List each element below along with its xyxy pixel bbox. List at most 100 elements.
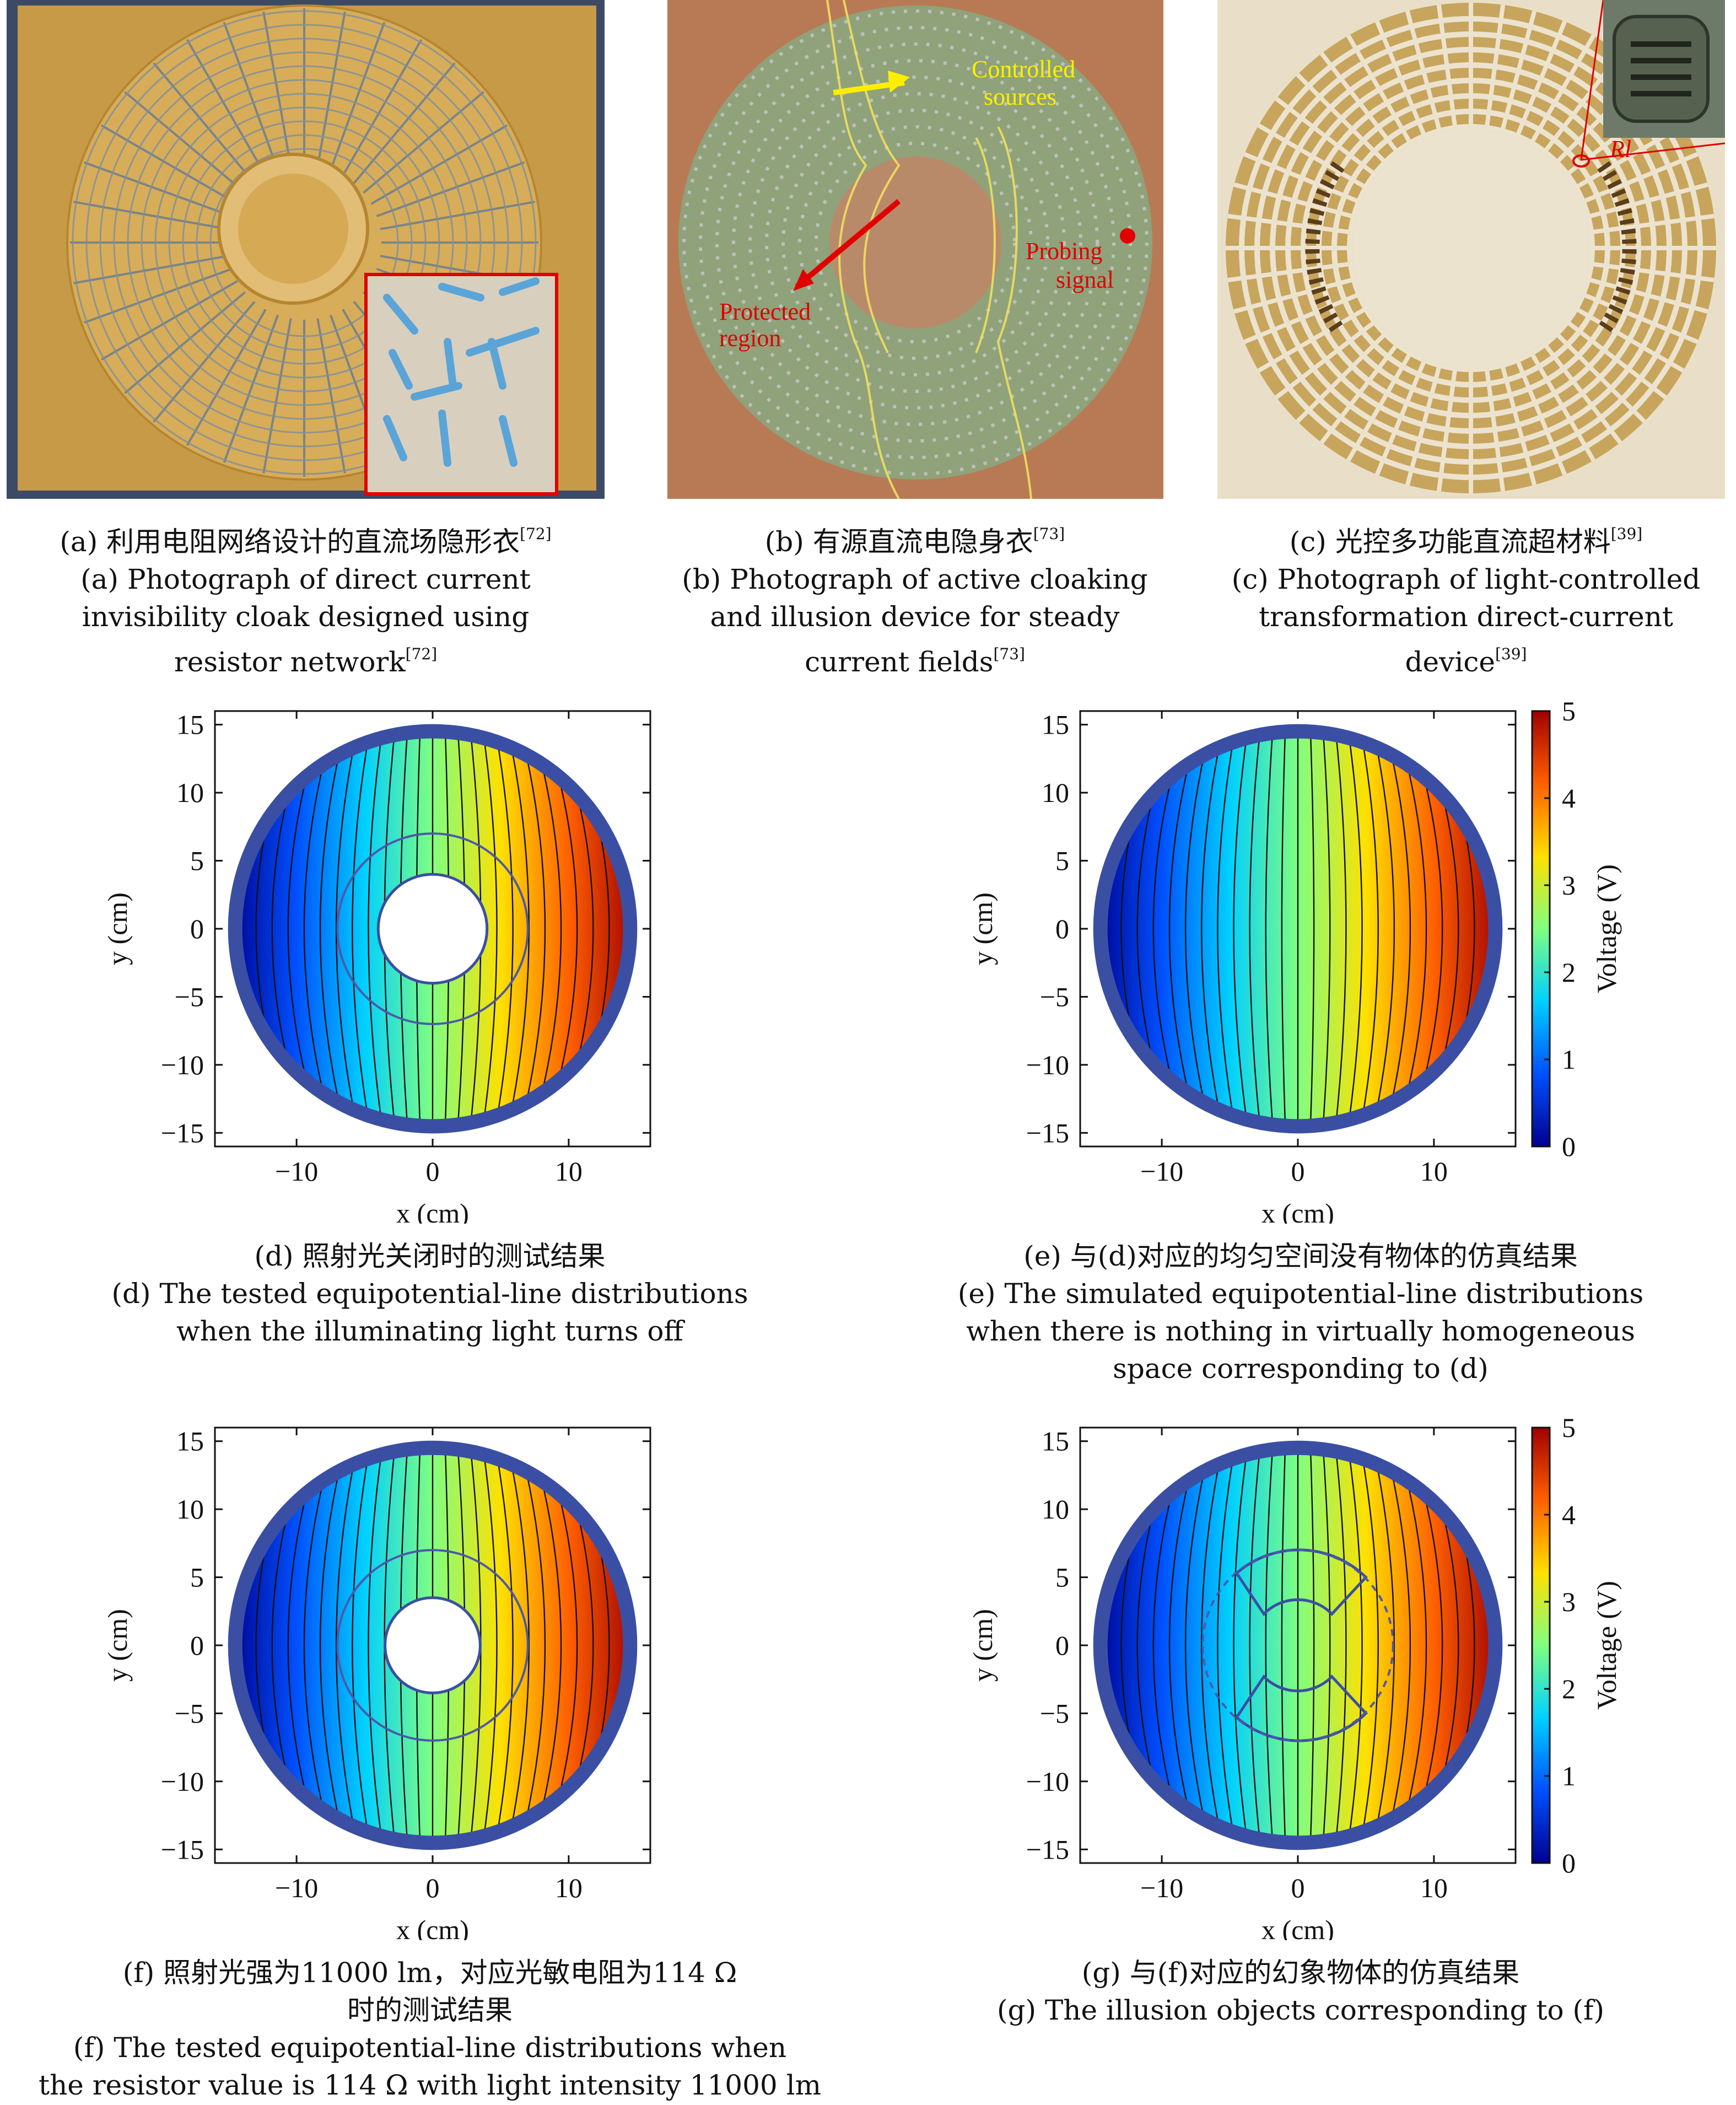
x-tick-label: 10 bbox=[1420, 1872, 1448, 1903]
equipotential-line bbox=[494, 724, 514, 1133]
caption-f: (f) 照射光强为11000 lm，对应光敏电阻为114 Ω 时的测试结果 (f… bbox=[0, 1954, 860, 2104]
y-axis-label: y (cm) bbox=[967, 1609, 998, 1682]
equipotential-line bbox=[1359, 1441, 1379, 1850]
y-tick-label: −10 bbox=[1026, 1049, 1069, 1080]
equipotential-line bbox=[1249, 724, 1261, 1133]
caption-d-en-1: (d) The tested equipotential-line distri… bbox=[111, 1278, 748, 1310]
y-tick-label: 10 bbox=[1042, 777, 1069, 808]
equipotential-line bbox=[1384, 724, 1411, 1133]
equipotential-line bbox=[1359, 724, 1379, 1133]
caption-f-cn-2: 时的测试结果 bbox=[347, 1994, 513, 2026]
equipotential-line bbox=[1334, 724, 1347, 1133]
caption-b: (b) 有源直流电隐身衣[73] (b) Photograph of activ… bbox=[634, 515, 1196, 681]
equipotential-line bbox=[1265, 1441, 1274, 1850]
device-boundary-ring bbox=[228, 724, 638, 1134]
y-axis-label: y (cm) bbox=[967, 892, 998, 965]
equipotential-line bbox=[519, 724, 546, 1133]
caption-g-cn: (g) 与(f)对应的幻象物体的仿真结果 bbox=[1081, 1957, 1520, 1989]
caption-b-en-1: (b) Photograph of active cloaking bbox=[682, 563, 1148, 595]
label-probing-signal-2: signal bbox=[1056, 266, 1114, 293]
caption-e-en-1: (e) The simulated equipotential-line dis… bbox=[957, 1278, 1644, 1310]
colorbar-tick-label: 5 bbox=[1562, 700, 1576, 726]
equipotential-line bbox=[1249, 1441, 1261, 1850]
equipotential-line bbox=[1168, 1441, 1200, 1850]
colorbar-tick-label: 5 bbox=[1562, 1417, 1576, 1443]
caption-b-en-ref: [73] bbox=[993, 645, 1025, 663]
equipotential-line bbox=[1346, 1441, 1363, 1850]
label-protected-region-1: Protected bbox=[719, 298, 811, 325]
x-tick-label: −10 bbox=[1140, 1156, 1183, 1187]
equipotential-line bbox=[481, 724, 498, 1133]
illusion-object-top bbox=[1234, 1548, 1368, 1617]
caption-a-cn: (a) 利用电阻网络设计的直流场隐形衣 bbox=[60, 526, 520, 558]
y-tick-label: 5 bbox=[1055, 1562, 1069, 1593]
y-tick-label: −10 bbox=[1026, 1766, 1069, 1797]
x-tick-label: −10 bbox=[275, 1872, 318, 1903]
equipotential-line bbox=[481, 1441, 498, 1850]
caption-b-cn: (b) 有源直流电隐身衣 bbox=[764, 526, 1033, 558]
label-controlled-sources-2: sources bbox=[984, 83, 1056, 110]
colorbar-tick-label: 0 bbox=[1562, 1131, 1576, 1162]
caption-a-en-3: resistor network bbox=[174, 646, 406, 678]
equipotential-line bbox=[1217, 724, 1237, 1133]
equipotential-line bbox=[1371, 724, 1395, 1133]
equipotential-line bbox=[303, 724, 335, 1133]
equipotential-line bbox=[352, 724, 371, 1133]
y-tick-label: 15 bbox=[1042, 709, 1069, 740]
y-tick-label: −5 bbox=[175, 981, 204, 1012]
equipotential-line bbox=[1184, 1441, 1212, 1850]
y-tick-label: 15 bbox=[1042, 1426, 1069, 1457]
caption-a-en-ref: [72] bbox=[405, 645, 438, 663]
colorbar-tick-label: 2 bbox=[1562, 957, 1576, 988]
equipotential-line bbox=[519, 1441, 546, 1850]
plot-d-tested-light-off: −10 0 10 −15 −10 −5 0 5 10 15 x (cm) y (cm) bbox=[77, 700, 683, 1224]
colorbar-tick-label: 2 bbox=[1562, 1673, 1576, 1704]
y-tick-label: −15 bbox=[1026, 1834, 1069, 1865]
equipotential-line bbox=[494, 1441, 514, 1850]
equipotential-line bbox=[1322, 724, 1331, 1133]
plot-g-illusion-objects: −10 0 10 −15 −10 −5 0 5 10 15 x (cm) y (cm) 0 1 2 3 4 5 Vo… bbox=[942, 1417, 1714, 1940]
y-tick-label: 5 bbox=[190, 1562, 204, 1593]
caption-e-en-3: space corresponding to (d) bbox=[1113, 1353, 1489, 1385]
equipotential-line bbox=[1322, 1441, 1331, 1850]
photo-b-illustration: Controlled sources Protected region Prob… bbox=[667, 0, 1163, 499]
caption-b-en-3: current fields bbox=[805, 646, 994, 678]
caption-d: (d) 照射光关闭时的测试结果 (d) The tested equipoten… bbox=[0, 1237, 860, 1350]
caption-a: (a) 利用电阻网络设计的直流场隐形衣[72] (a) Photograph o… bbox=[7, 515, 605, 681]
equipotential-line bbox=[1201, 724, 1225, 1133]
y-tick-label: −5 bbox=[1040, 981, 1069, 1012]
x-axis-label: x (cm) bbox=[1261, 1914, 1334, 1940]
caption-c: (c) 光控多功能直流超材料[39] (c) Photograph of lig… bbox=[1196, 515, 1736, 681]
caption-g: (g) 与(f)对应的幻象物体的仿真结果 (g) The illusion ob… bbox=[871, 1954, 1730, 2029]
caption-b-cn-ref: [73] bbox=[1033, 525, 1065, 543]
colorbar-label: Voltage (V) bbox=[1591, 1581, 1622, 1710]
colorbar-tick-label: 3 bbox=[1562, 1586, 1576, 1617]
caption-b-en-2: and illusion device for steady bbox=[710, 601, 1120, 633]
y-tick-label: 10 bbox=[176, 777, 204, 808]
y-tick-label: 5 bbox=[1055, 846, 1069, 876]
cloak-hole bbox=[384, 1596, 482, 1694]
caption-a-en-1: (a) Photograph of direct current bbox=[80, 563, 531, 595]
equipotential-line bbox=[531, 1441, 562, 1850]
equipotential-line bbox=[1217, 1441, 1237, 1850]
y-tick-label: 5 bbox=[190, 846, 204, 876]
equipotential-line bbox=[368, 724, 384, 1133]
equipotential-line bbox=[1233, 1441, 1249, 1850]
colorbar bbox=[1531, 710, 1551, 1148]
caption-a-cn-ref: [72] bbox=[520, 525, 552, 543]
photo-c-light-controlled-device: Rl bbox=[1217, 0, 1725, 499]
equipotential-line bbox=[352, 1441, 371, 1850]
equipotential-line bbox=[319, 1441, 347, 1850]
x-axis-label: x (cm) bbox=[396, 1914, 469, 1940]
y-tick-label: 0 bbox=[1055, 913, 1069, 944]
y-tick-label: −15 bbox=[1026, 1117, 1069, 1148]
label-probing-signal-1: Probing bbox=[1026, 238, 1102, 265]
equipotential-line bbox=[319, 724, 347, 1133]
equipotential-line bbox=[1309, 724, 1315, 1133]
plot-e-simulated-homogeneous: −10 0 10 −15 −10 −5 0 5 10 15 x (cm) y (cm) 0 1 2 3 4 5 Vo… bbox=[942, 700, 1714, 1224]
equipotential-line bbox=[1396, 1441, 1427, 1850]
equipotential-line bbox=[1265, 724, 1274, 1133]
x-tick-label: 0 bbox=[1291, 1872, 1305, 1903]
equipotential-line bbox=[1346, 724, 1363, 1133]
photo-c-illustration: Rl bbox=[1217, 0, 1725, 499]
